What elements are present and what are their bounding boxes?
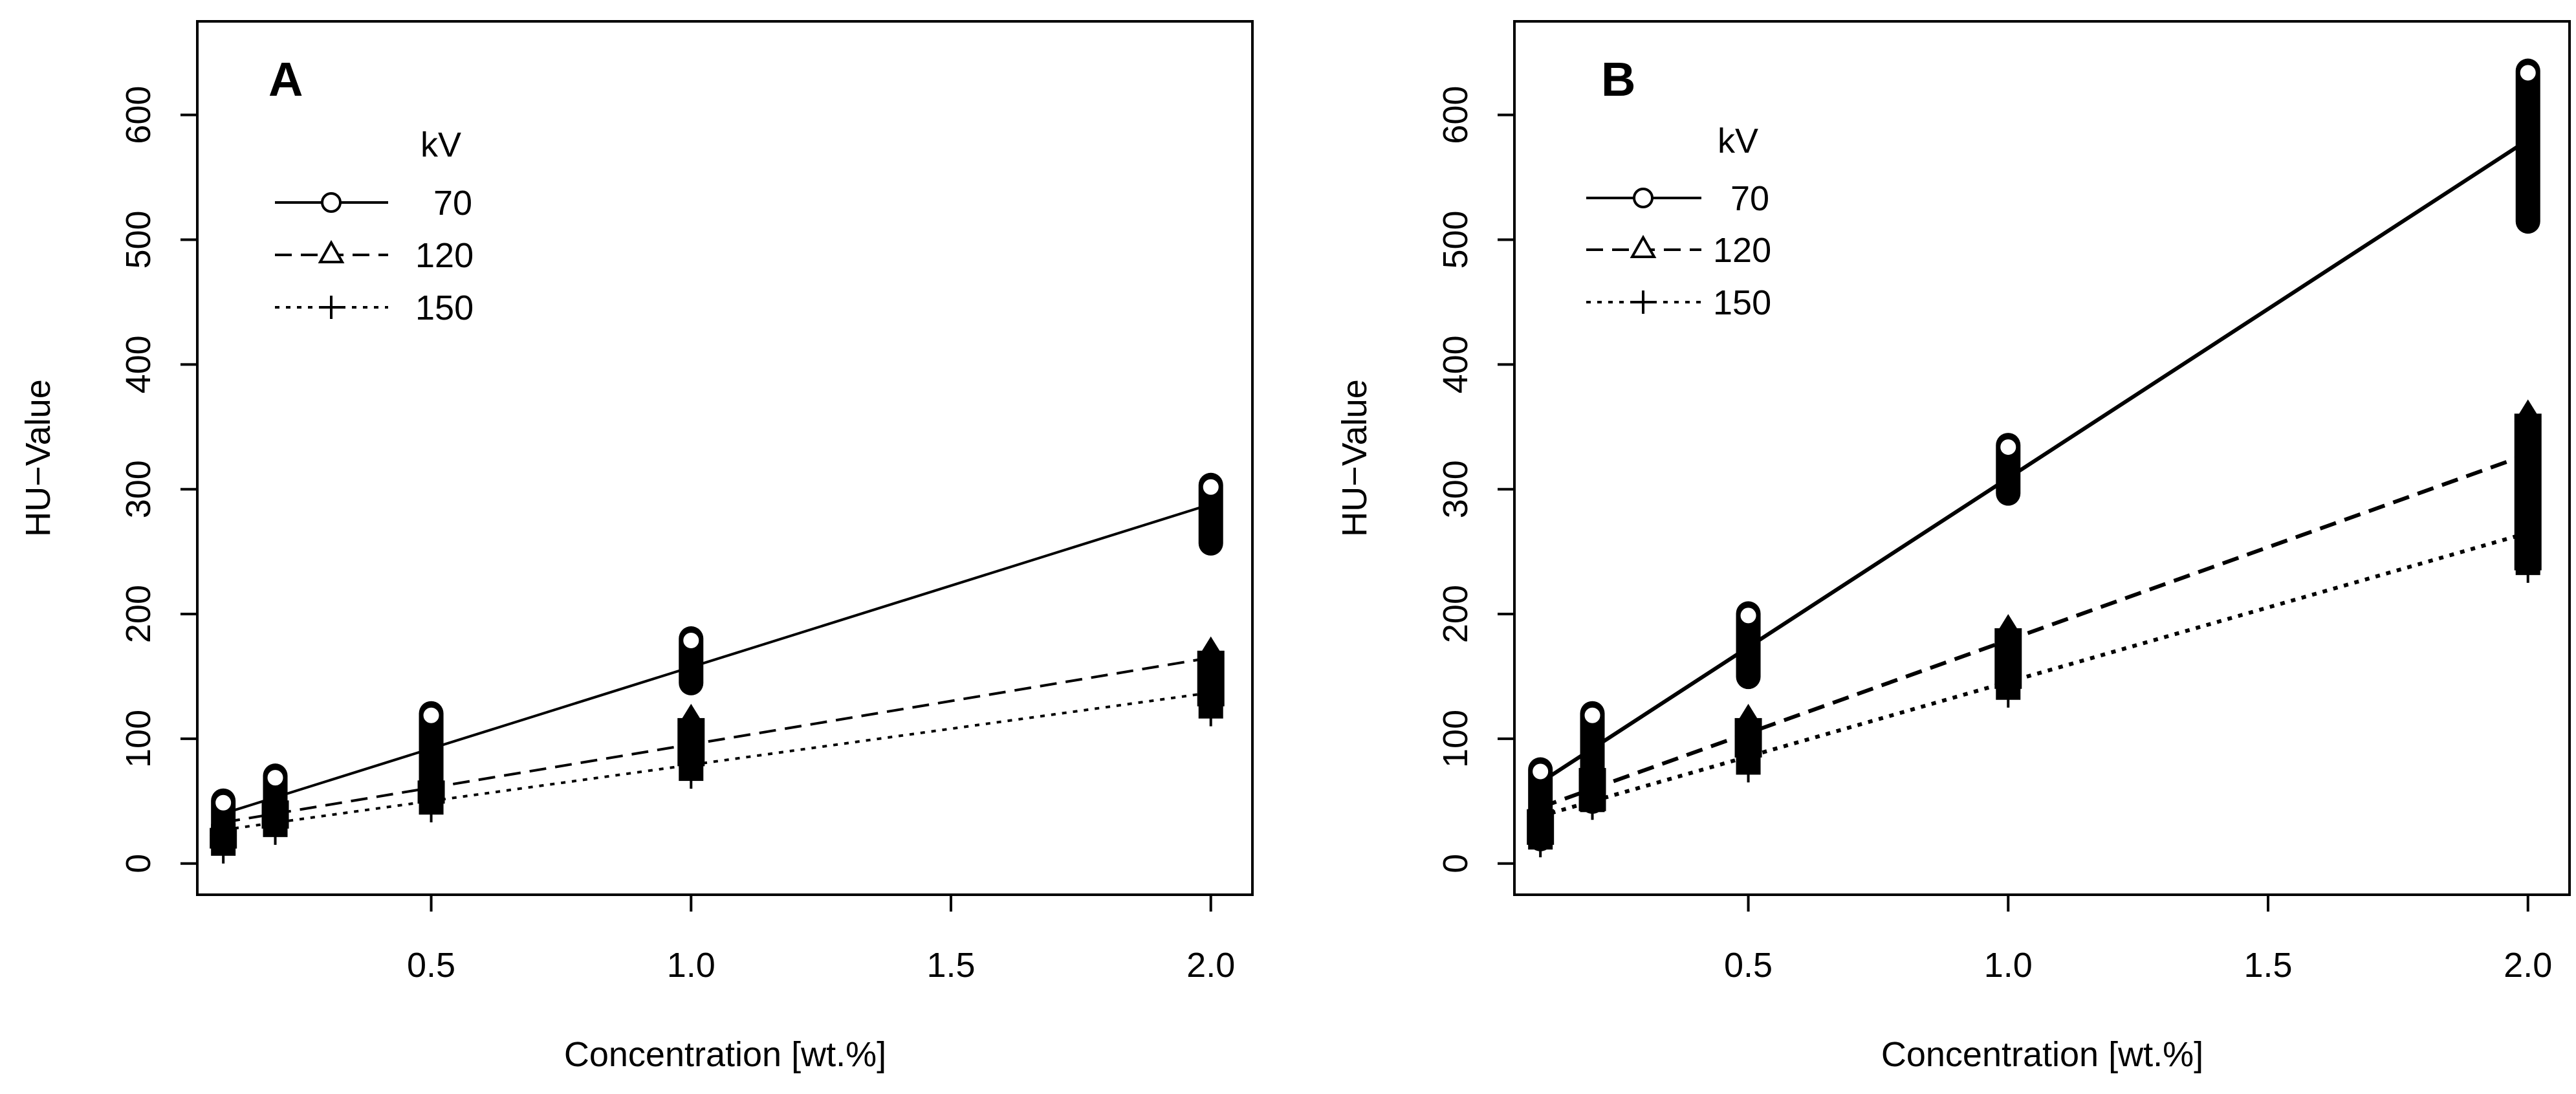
panel-b-fit-lines [1539, 138, 2529, 818]
panel-b-circle-marker [1738, 605, 1759, 626]
panel-b-legend-label-120: 120 [1713, 231, 1771, 270]
panel-b-plot-area [1527, 58, 2542, 858]
panel-b-y-tick-label: 300 [1436, 460, 1475, 518]
panel-b-x-axis: 0.5 1.0 1.5 2.0 [1724, 895, 2552, 985]
panel-a-y-tick-label: 200 [119, 585, 158, 643]
panel-a-legend: kV 70 120 150 [275, 126, 474, 327]
panel-a-circle-marker [213, 792, 234, 813]
panel-a-plot-area [210, 472, 1225, 864]
panel-a-y-tick-label: 400 [119, 335, 158, 393]
panel-b-legend-entry-150: 150 [1586, 283, 1771, 322]
triangle-marker-icon [318, 239, 345, 263]
panel-a-y-axis: 0 100 200 300 400 500 600 [119, 86, 197, 873]
panel-a-legend-entry-150: 150 [275, 289, 474, 327]
panel-a-legend-label-120: 120 [415, 236, 474, 275]
panel-b-x-tick-label: 0.5 [1724, 946, 1773, 985]
panel-b-triangle-marker [1578, 754, 1606, 776]
panel-b-triangle-marker [1734, 703, 1762, 726]
panel-a-triangle-marker [1197, 636, 1225, 659]
panel-b-y-axis-label: HU−Value [1335, 379, 1374, 537]
panel-b-y-tick-label: 100 [1436, 710, 1475, 768]
panel-b-y-axis: 0 100 200 300 400 500 600 [1436, 86, 1514, 873]
panel-a-y-tick-label: 600 [119, 86, 158, 144]
panel-b-y-tick-label: 600 [1436, 86, 1475, 144]
panel-a-circle-marker [681, 630, 702, 651]
panel-b-y-tick-label: 200 [1436, 585, 1475, 643]
panel-a-x-tick-label: 0.5 [407, 946, 455, 985]
panel-b: 0.5 1.0 1.5 2.0 0 100 200 300 400 500 600 B kV 70… [1335, 20, 2571, 1074]
panel-a-data-points [210, 472, 1225, 864]
panel-b-triangle-marker [2514, 399, 2542, 422]
panel-b-circle-marker [1998, 437, 2019, 458]
panel-a-circle-marker [420, 705, 442, 726]
panel-a-x-axis: 0.5 1.0 1.5 2.0 [407, 895, 1235, 985]
plus-marker-icon [320, 296, 343, 319]
panel-b-legend-entry-120: 120 [1586, 231, 1771, 270]
panel-a-legend-entry-120: 120 [275, 236, 474, 275]
panel-a-x-axis-label: Concentration [wt.%] [564, 1035, 886, 1074]
panel-b-x-tick-label: 2.0 [2504, 946, 2552, 985]
panel-b-x-tick-label: 1.5 [2243, 946, 2292, 985]
panel-a-y-tick-label: 100 [119, 710, 158, 768]
panel-b-y-tick-label: 0 [1436, 854, 1475, 873]
triangle-marker-icon [1630, 234, 1657, 258]
panel-b-triangle-marker [1994, 614, 2022, 637]
panel-b-letter: B [1601, 52, 1635, 106]
panel-a-y-tick-label: 500 [119, 210, 158, 268]
panel-a-circle-marker [1200, 476, 1221, 498]
panel-b-fit-line-120kv [1540, 452, 2529, 809]
panel-a-fit-line-70kv [223, 503, 1212, 815]
circle-marker-icon [1633, 188, 1654, 208]
panel-b-data-points [1527, 58, 2542, 858]
panel-b-plot-frame [1513, 20, 2571, 896]
circle-marker-icon [321, 192, 342, 213]
panel-b-circle-marker [2517, 62, 2538, 83]
panel-a-legend-title: kV [420, 126, 461, 164]
panel-a-fit-lines [223, 503, 1212, 831]
panel-a-legend-label-150: 150 [415, 289, 474, 327]
panel-a-letter: A [268, 52, 303, 106]
panel-b-fit-line-70kv [1539, 138, 2529, 784]
panel-b-legend-label-70: 70 [1730, 179, 1769, 218]
panel-b-y-tick-label: 500 [1436, 210, 1475, 268]
panel-b-fit-line-150kv [1540, 531, 2529, 818]
panel-b-circle-marker [1582, 705, 1603, 726]
panel-a-circle-marker [265, 767, 286, 789]
panel-a-fit-line-150kv [223, 691, 1211, 831]
panel-a-y-tick-label: 300 [119, 460, 158, 518]
panel-a: 0.5 1.0 1.5 2.0 0 100 200 300 400 500 600 A kV 70… [19, 20, 1254, 1074]
panel-a-x-tick-label: 2.0 [1186, 946, 1235, 985]
panel-a-x-tick-label: 1.0 [667, 946, 715, 985]
panel-b-x-axis-label: Concentration [wt.%] [1881, 1035, 2203, 1074]
panel-a-x-tick-label: 1.5 [926, 946, 975, 985]
panel-b-legend: kV 70 120 150 [1586, 122, 1771, 322]
panel-b-x-tick-label: 1.0 [1984, 946, 2033, 985]
panel-b-y-tick-label: 400 [1436, 335, 1475, 393]
panel-a-plot-frame [196, 20, 1254, 896]
panel-a-legend-label-70: 70 [433, 184, 472, 223]
panel-a-y-axis-label: HU−Value [19, 379, 58, 537]
panel-a-fit-line-120kv [223, 656, 1212, 824]
panel-a-y-tick-label: 0 [119, 854, 158, 873]
panel-b-circle-marker [1530, 761, 1551, 782]
panel-b-legend-title: kV [1718, 122, 1758, 160]
panel-b-legend-label-150: 150 [1713, 283, 1771, 322]
plus-marker-icon [1632, 290, 1655, 314]
panel-a-legend-entry-70: 70 [275, 184, 472, 223]
panel-b-legend-entry-70: 70 [1586, 179, 1769, 218]
panel-a-triangle-marker [677, 703, 705, 726]
